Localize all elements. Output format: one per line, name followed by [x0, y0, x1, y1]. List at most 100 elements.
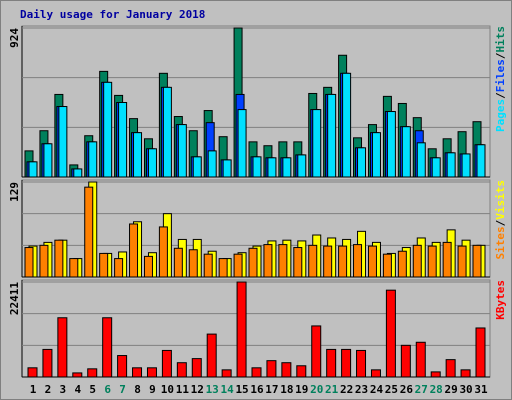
bar — [357, 147, 367, 178]
bar — [282, 157, 292, 178]
bar — [69, 258, 79, 278]
x-tick-label: 2 — [45, 383, 52, 396]
bar — [54, 239, 64, 278]
x-tick-label: 9 — [149, 383, 156, 396]
bar — [371, 132, 381, 178]
bar — [87, 368, 98, 378]
bar — [28, 161, 38, 178]
legend: KBytes — [494, 280, 507, 320]
bar — [297, 154, 307, 178]
bar — [252, 156, 262, 178]
x-tick-label: 18 — [280, 383, 293, 396]
bar — [158, 226, 168, 278]
x-tick-label: 23 — [355, 383, 368, 396]
legend: Pages/Files/Hits — [494, 26, 507, 132]
legend-separator: / — [494, 92, 507, 99]
x-tick-label: 24 — [370, 383, 384, 396]
bar — [162, 86, 172, 178]
bar — [472, 244, 482, 278]
legend-entry: Hits — [494, 26, 507, 53]
bar — [103, 81, 113, 178]
legend-entry: Pages — [494, 99, 507, 132]
bar — [385, 289, 396, 378]
bar — [39, 244, 49, 278]
x-tick-label: 27 — [415, 383, 428, 396]
bar — [263, 244, 273, 278]
bar — [416, 142, 426, 178]
bar — [176, 362, 187, 378]
bar — [342, 72, 352, 178]
bar — [173, 247, 183, 278]
bar — [191, 358, 202, 378]
bar — [233, 253, 243, 278]
bar — [386, 111, 396, 178]
x-tick-label: 25 — [385, 383, 398, 396]
x-tick-label: 15 — [235, 383, 248, 396]
bar — [326, 348, 337, 378]
bar — [293, 247, 303, 278]
legend-separator: / — [494, 52, 507, 59]
bar — [118, 102, 128, 178]
x-tick-label: 19 — [295, 383, 308, 396]
bar — [72, 372, 83, 378]
x-tick-label: 7 — [119, 383, 126, 396]
bar — [236, 281, 247, 378]
bar — [206, 333, 217, 378]
bar — [146, 367, 157, 378]
bar — [102, 317, 113, 378]
bar — [323, 245, 333, 278]
bar — [73, 168, 83, 178]
bar — [27, 367, 38, 378]
bar — [266, 360, 277, 378]
bar — [248, 247, 258, 278]
bar — [207, 150, 217, 178]
x-tick-label: 3 — [60, 383, 67, 396]
bar — [129, 223, 139, 278]
legend-entry: Visits — [494, 180, 507, 220]
bar — [446, 152, 456, 178]
bar — [143, 255, 153, 278]
bar — [203, 253, 213, 278]
bar — [427, 245, 437, 278]
bar — [445, 359, 456, 378]
bar — [415, 341, 426, 378]
x-tick-label: 13 — [206, 383, 219, 396]
x-tick-label: 28 — [430, 383, 443, 396]
chart-title: Daily usage for January 2018 — [20, 8, 205, 21]
bar — [218, 258, 228, 278]
bar — [461, 153, 471, 178]
bar — [296, 365, 307, 378]
x-tick-label: 21 — [325, 383, 339, 396]
bar — [281, 362, 292, 378]
bar — [382, 253, 392, 278]
bar — [147, 148, 157, 178]
x-tick-label: 1 — [30, 383, 37, 396]
bar — [58, 106, 68, 178]
bar — [133, 132, 143, 178]
bar — [84, 186, 94, 278]
bar — [177, 124, 187, 178]
bar — [188, 249, 198, 278]
bar — [88, 141, 98, 178]
x-tick-label: 8 — [134, 383, 141, 396]
bar — [99, 252, 109, 278]
bar — [457, 245, 467, 278]
bar — [475, 327, 486, 378]
legend-entry: KBytes — [494, 280, 507, 320]
bar — [312, 109, 322, 178]
x-tick-label: 5 — [89, 383, 96, 396]
x-tick-label: 29 — [445, 383, 458, 396]
x-tick-label: 16 — [250, 383, 264, 396]
y-tick-label: 22411 — [8, 282, 21, 315]
bar — [117, 355, 128, 378]
bar — [401, 126, 411, 178]
bar — [356, 349, 367, 378]
bar — [311, 325, 322, 378]
x-tick-label: 17 — [265, 383, 278, 396]
bar — [341, 348, 352, 378]
x-tick-label: 31 — [474, 383, 488, 396]
x-tick-label: 20 — [310, 383, 323, 396]
legend-entry: Files — [494, 59, 507, 92]
bar — [431, 157, 441, 178]
